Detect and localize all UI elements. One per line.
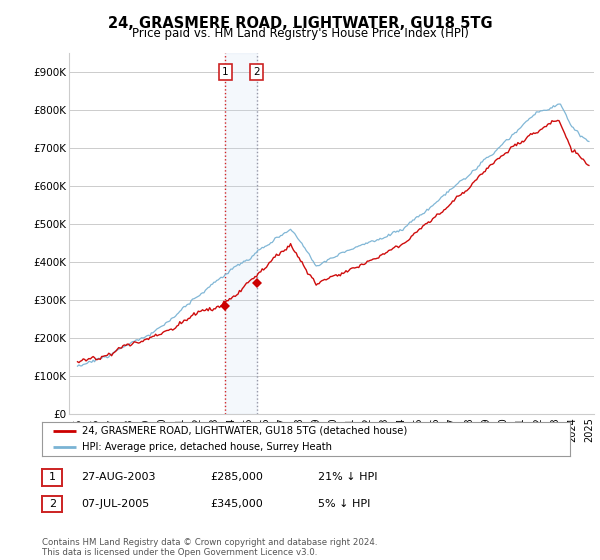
- Text: 27-AUG-2003: 27-AUG-2003: [81, 472, 155, 482]
- Text: 1: 1: [222, 67, 229, 77]
- Text: 2: 2: [49, 499, 56, 509]
- Text: HPI: Average price, detached house, Surrey Heath: HPI: Average price, detached house, Surr…: [82, 442, 332, 452]
- Text: £345,000: £345,000: [210, 499, 263, 509]
- Text: 5% ↓ HPI: 5% ↓ HPI: [318, 499, 370, 509]
- Text: 21% ↓ HPI: 21% ↓ HPI: [318, 472, 377, 482]
- Text: £285,000: £285,000: [210, 472, 263, 482]
- Text: 24, GRASMERE ROAD, LIGHTWATER, GU18 5TG (detached house): 24, GRASMERE ROAD, LIGHTWATER, GU18 5TG …: [82, 426, 407, 436]
- Text: 2: 2: [253, 67, 260, 77]
- Text: Price paid vs. HM Land Registry's House Price Index (HPI): Price paid vs. HM Land Registry's House …: [131, 27, 469, 40]
- Text: Contains HM Land Registry data © Crown copyright and database right 2024.
This d: Contains HM Land Registry data © Crown c…: [42, 538, 377, 557]
- Text: 1: 1: [49, 472, 56, 482]
- Text: 07-JUL-2005: 07-JUL-2005: [81, 499, 149, 509]
- Bar: [225, 53, 257, 414]
- Text: 24, GRASMERE ROAD, LIGHTWATER, GU18 5TG: 24, GRASMERE ROAD, LIGHTWATER, GU18 5TG: [107, 16, 493, 31]
